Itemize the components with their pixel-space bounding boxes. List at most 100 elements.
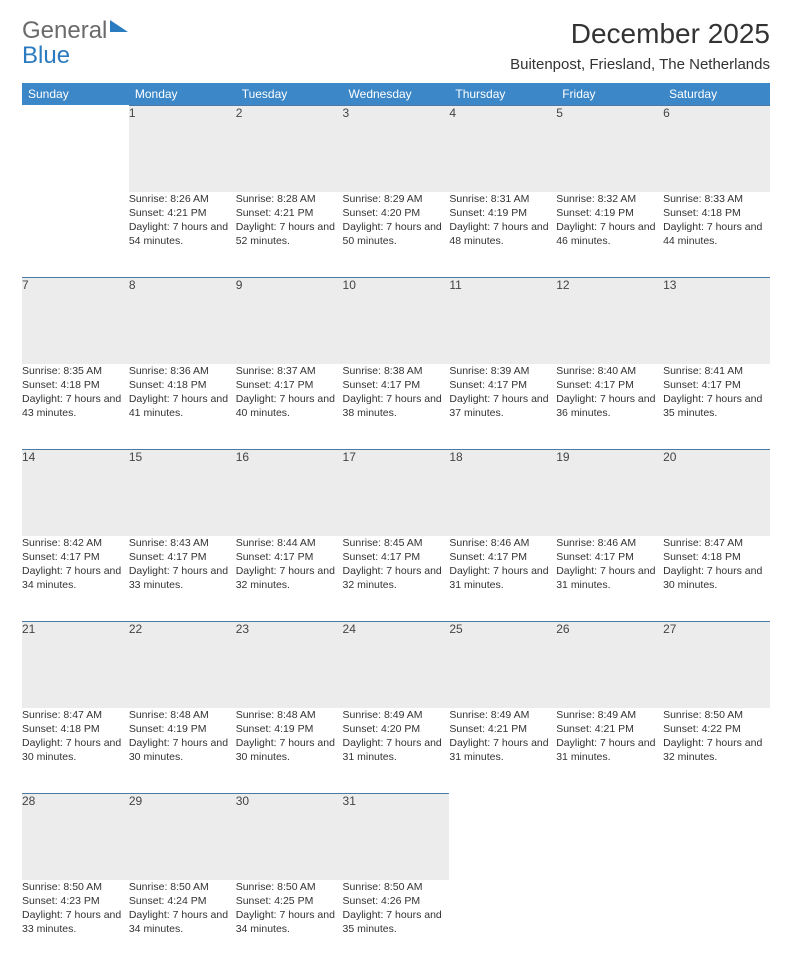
day-number-cell: 21 <box>22 622 129 708</box>
day-number: 11 <box>449 278 461 292</box>
day-number: 8 <box>129 278 136 292</box>
day-number: 13 <box>663 278 676 292</box>
sunrise-text: Sunrise: 8:48 AM <box>236 708 343 722</box>
daylight-text: Daylight: 7 hours and 32 minutes. <box>343 564 450 592</box>
sunrise-text: Sunrise: 8:39 AM <box>449 364 556 378</box>
day-number-cell: 22 <box>129 622 236 708</box>
sunrise-text: Sunrise: 8:45 AM <box>343 536 450 550</box>
day-body-cell: Sunrise: 8:50 AMSunset: 4:26 PMDaylight:… <box>343 880 450 966</box>
day-body-cell: Sunrise: 8:49 AMSunset: 4:21 PMDaylight:… <box>556 708 663 794</box>
sunset-text: Sunset: 4:17 PM <box>236 378 343 392</box>
day-number-cell: 20 <box>663 450 770 536</box>
day-body-cell: Sunrise: 8:46 AMSunset: 4:17 PMDaylight:… <box>556 536 663 622</box>
sunset-text: Sunset: 4:18 PM <box>22 722 129 736</box>
day-number: 31 <box>343 794 356 808</box>
sunrise-text: Sunrise: 8:43 AM <box>129 536 236 550</box>
day-number: 22 <box>129 622 142 636</box>
day-number: 12 <box>556 278 569 292</box>
daylight-text: Daylight: 7 hours and 54 minutes. <box>129 220 236 248</box>
day-number-cell: 18 <box>449 450 556 536</box>
sunrise-text: Sunrise: 8:46 AM <box>449 536 556 550</box>
sunset-text: Sunset: 4:17 PM <box>449 378 556 392</box>
sunrise-text: Sunrise: 8:47 AM <box>663 536 770 550</box>
daylight-text: Daylight: 7 hours and 41 minutes. <box>129 392 236 420</box>
day-number: 26 <box>556 622 569 636</box>
daylight-text: Daylight: 7 hours and 30 minutes. <box>663 564 770 592</box>
sunrise-text: Sunrise: 8:36 AM <box>129 364 236 378</box>
weekday-header: Tuesday <box>236 83 343 106</box>
day-number-cell: 28 <box>22 794 129 880</box>
day-number-cell: 6 <box>663 106 770 192</box>
day-body-cell <box>449 880 556 966</box>
sunrise-text: Sunrise: 8:33 AM <box>663 192 770 206</box>
daylight-text: Daylight: 7 hours and 30 minutes. <box>22 736 129 764</box>
sunset-text: Sunset: 4:18 PM <box>663 206 770 220</box>
calendar-table: Sunday Monday Tuesday Wednesday Thursday… <box>22 83 770 966</box>
sunset-text: Sunset: 4:18 PM <box>129 378 236 392</box>
sunset-text: Sunset: 4:22 PM <box>663 722 770 736</box>
sunrise-text: Sunrise: 8:26 AM <box>129 192 236 206</box>
day-number: 5 <box>556 106 563 120</box>
day-number-cell: 2 <box>236 106 343 192</box>
daylight-text: Daylight: 7 hours and 34 minutes. <box>22 564 129 592</box>
day-body-cell: Sunrise: 8:50 AMSunset: 4:24 PMDaylight:… <box>129 880 236 966</box>
day-body-cell: Sunrise: 8:41 AMSunset: 4:17 PMDaylight:… <box>663 364 770 450</box>
day-body-cell: Sunrise: 8:46 AMSunset: 4:17 PMDaylight:… <box>449 536 556 622</box>
day-number: 18 <box>449 450 462 464</box>
weekday-header: Wednesday <box>343 83 450 106</box>
sunset-text: Sunset: 4:18 PM <box>22 378 129 392</box>
day-number: 24 <box>343 622 356 636</box>
day-number-cell: 12 <box>556 278 663 364</box>
day-number: 25 <box>449 622 462 636</box>
day-number-cell: 8 <box>129 278 236 364</box>
day-body-cell: Sunrise: 8:36 AMSunset: 4:18 PMDaylight:… <box>129 364 236 450</box>
day-body-cell: Sunrise: 8:28 AMSunset: 4:21 PMDaylight:… <box>236 192 343 278</box>
sunset-text: Sunset: 4:20 PM <box>343 206 450 220</box>
day-body-cell: Sunrise: 8:26 AMSunset: 4:21 PMDaylight:… <box>129 192 236 278</box>
sunset-text: Sunset: 4:23 PM <box>22 894 129 908</box>
day-body-cell: Sunrise: 8:32 AMSunset: 4:19 PMDaylight:… <box>556 192 663 278</box>
daylight-text: Daylight: 7 hours and 31 minutes. <box>556 736 663 764</box>
sunset-text: Sunset: 4:17 PM <box>343 378 450 392</box>
day-number-cell: 27 <box>663 622 770 708</box>
sunrise-text: Sunrise: 8:37 AM <box>236 364 343 378</box>
day-body-row: Sunrise: 8:47 AMSunset: 4:18 PMDaylight:… <box>22 708 770 794</box>
day-number: 27 <box>663 622 676 636</box>
day-number: 6 <box>663 106 670 120</box>
sunset-text: Sunset: 4:21 PM <box>236 206 343 220</box>
sunset-text: Sunset: 4:17 PM <box>556 378 663 392</box>
daylight-text: Daylight: 7 hours and 48 minutes. <box>449 220 556 248</box>
day-body-cell: Sunrise: 8:48 AMSunset: 4:19 PMDaylight:… <box>129 708 236 794</box>
sunset-text: Sunset: 4:17 PM <box>236 550 343 564</box>
daylight-text: Daylight: 7 hours and 30 minutes. <box>236 736 343 764</box>
sunrise-text: Sunrise: 8:49 AM <box>449 708 556 722</box>
sunrise-text: Sunrise: 8:50 AM <box>343 880 450 894</box>
location-subtitle: Buitenpost, Friesland, The Netherlands <box>510 56 770 73</box>
day-body-cell: Sunrise: 8:50 AMSunset: 4:22 PMDaylight:… <box>663 708 770 794</box>
sunrise-text: Sunrise: 8:47 AM <box>22 708 129 722</box>
daylight-text: Daylight: 7 hours and 50 minutes. <box>343 220 450 248</box>
day-body-cell: Sunrise: 8:45 AMSunset: 4:17 PMDaylight:… <box>343 536 450 622</box>
day-number-cell <box>22 106 129 192</box>
day-number: 7 <box>22 278 29 292</box>
day-number: 1 <box>129 106 136 120</box>
day-number-row: 28293031 <box>22 794 770 880</box>
sunrise-text: Sunrise: 8:32 AM <box>556 192 663 206</box>
day-body-cell: Sunrise: 8:47 AMSunset: 4:18 PMDaylight:… <box>22 708 129 794</box>
day-number-cell: 3 <box>343 106 450 192</box>
weekday-header: Sunday <box>22 83 129 106</box>
day-number-cell: 16 <box>236 450 343 536</box>
daylight-text: Daylight: 7 hours and 37 minutes. <box>449 392 556 420</box>
day-number-cell: 29 <box>129 794 236 880</box>
day-number: 4 <box>449 106 456 120</box>
sunrise-text: Sunrise: 8:46 AM <box>556 536 663 550</box>
sunset-text: Sunset: 4:25 PM <box>236 894 343 908</box>
daylight-text: Daylight: 7 hours and 44 minutes. <box>663 220 770 248</box>
sunrise-text: Sunrise: 8:49 AM <box>556 708 663 722</box>
daylight-text: Daylight: 7 hours and 35 minutes. <box>343 908 450 936</box>
day-number-cell: 7 <box>22 278 129 364</box>
page-title: December 2025 <box>510 18 770 50</box>
sunset-text: Sunset: 4:20 PM <box>343 722 450 736</box>
logo-triangle-icon <box>110 20 128 32</box>
sunrise-text: Sunrise: 8:38 AM <box>343 364 450 378</box>
